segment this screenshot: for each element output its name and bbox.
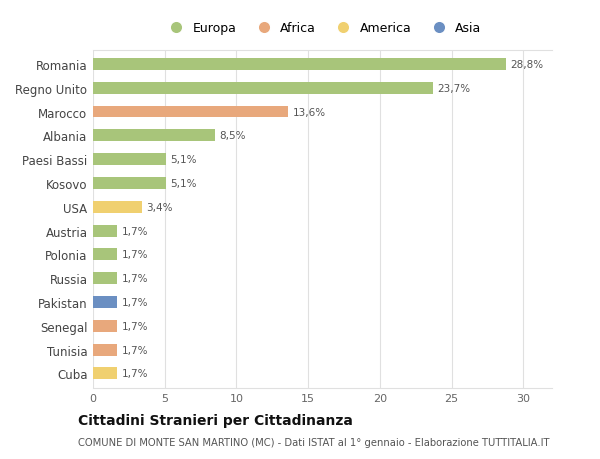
Text: 1,7%: 1,7% xyxy=(122,297,148,308)
Bar xyxy=(93,344,118,356)
Text: 5,1%: 5,1% xyxy=(170,179,197,189)
Text: 5,1%: 5,1% xyxy=(170,155,197,165)
Bar xyxy=(93,368,118,380)
Bar xyxy=(93,202,142,213)
Text: 1,7%: 1,7% xyxy=(122,274,148,284)
Bar xyxy=(93,225,118,237)
Bar xyxy=(93,178,166,190)
Text: 1,7%: 1,7% xyxy=(122,321,148,331)
Bar xyxy=(93,59,506,71)
Text: 1,7%: 1,7% xyxy=(122,250,148,260)
Text: 8,5%: 8,5% xyxy=(219,131,246,141)
Text: 3,4%: 3,4% xyxy=(146,202,173,212)
Text: 1,7%: 1,7% xyxy=(122,369,148,379)
Legend: Europa, Africa, America, Asia: Europa, Africa, America, Asia xyxy=(161,20,484,38)
Bar xyxy=(93,320,118,332)
Bar xyxy=(93,249,118,261)
Text: COMUNE DI MONTE SAN MARTINO (MC) - Dati ISTAT al 1° gennaio - Elaborazione TUTTI: COMUNE DI MONTE SAN MARTINO (MC) - Dati … xyxy=(78,437,550,447)
Text: 1,7%: 1,7% xyxy=(122,345,148,355)
Bar xyxy=(93,273,118,285)
Text: Cittadini Stranieri per Cittadinanza: Cittadini Stranieri per Cittadinanza xyxy=(78,414,353,428)
Bar xyxy=(93,297,118,308)
Bar xyxy=(93,130,215,142)
Text: 28,8%: 28,8% xyxy=(511,60,544,70)
Bar xyxy=(93,154,166,166)
Text: 23,7%: 23,7% xyxy=(437,84,470,94)
Bar xyxy=(93,106,288,118)
Text: 1,7%: 1,7% xyxy=(122,226,148,236)
Text: 13,6%: 13,6% xyxy=(292,107,326,117)
Bar xyxy=(93,83,433,95)
